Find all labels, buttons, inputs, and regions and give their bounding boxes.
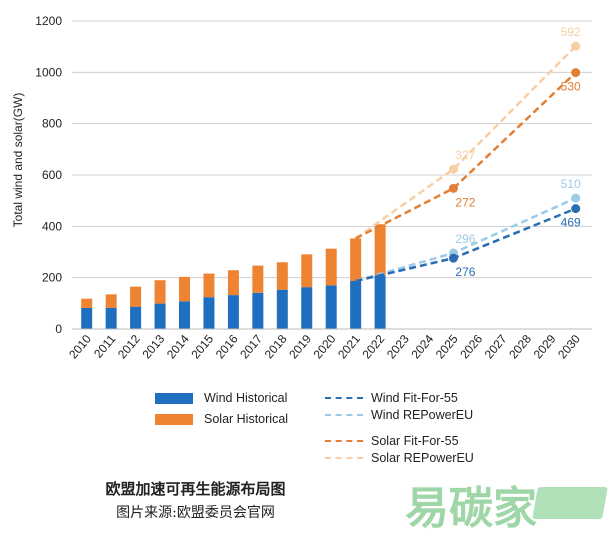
legend-solar-repower: Solar REPowerEU xyxy=(325,451,474,465)
legend-label: Wind REPowerEU xyxy=(371,408,474,422)
x-tick-label: 2010 xyxy=(66,332,94,362)
y-axis-label: Total wind and solar(GW) xyxy=(11,93,25,228)
bar-solar xyxy=(252,265,264,293)
x-tick-label: 2014 xyxy=(164,332,192,362)
projection-point xyxy=(571,41,581,51)
x-tick-label: 2029 xyxy=(531,332,559,362)
chart-caption-title: 欧盟加速可再生能源布局图 xyxy=(105,480,286,498)
data-label: 510 xyxy=(561,177,581,191)
bar-solar xyxy=(350,238,362,282)
legend-label: Solar Fit-For-55 xyxy=(371,434,459,448)
legend-label: Solar Historical xyxy=(204,412,289,426)
bar-solar xyxy=(81,298,93,308)
x-tick-label: 2011 xyxy=(91,332,119,361)
bar-wind xyxy=(350,281,362,329)
x-tick-label: 2019 xyxy=(286,332,314,362)
y-tick-label: 0 xyxy=(55,322,62,336)
y-tick-label: 1000 xyxy=(35,65,62,79)
bar-solar xyxy=(227,270,239,296)
bar-wind xyxy=(179,301,190,329)
x-tick-label: 2020 xyxy=(311,332,339,362)
projection-point xyxy=(448,164,458,174)
chart-caption-source: 图片来源:欧盟委员会官网 xyxy=(116,505,275,521)
bar-solar xyxy=(203,273,215,298)
data-label: 592 xyxy=(561,25,581,39)
data-label: 296 xyxy=(455,232,475,246)
projection-point xyxy=(571,193,581,203)
x-tick-label: 2023 xyxy=(384,332,412,362)
watermark-logo: 易碳家 xyxy=(405,483,537,534)
legend-wind-ff55: Wind Fit-For-55 xyxy=(325,391,458,405)
bar-wind xyxy=(81,307,93,329)
bar-solar xyxy=(179,276,190,302)
bar-solar xyxy=(130,286,142,307)
x-tick-label: 2013 xyxy=(139,332,167,362)
projection-line xyxy=(355,71,577,240)
projection-point xyxy=(571,204,581,214)
x-tick-label: 2015 xyxy=(188,332,216,362)
data-label: 276 xyxy=(455,265,475,279)
legend-label: Wind Fit-For-55 xyxy=(371,391,458,405)
data-label: 272 xyxy=(455,195,475,209)
bar-solar xyxy=(301,254,313,288)
x-tick-label: 2030 xyxy=(555,332,583,362)
x-tick-label: 2018 xyxy=(262,332,290,362)
bar-wind xyxy=(252,292,264,329)
x-tick-label: 2026 xyxy=(457,332,485,362)
bar-solar xyxy=(276,262,288,290)
y-tick-label: 200 xyxy=(42,271,62,285)
x-tick-label: 2024 xyxy=(408,332,436,362)
legend-solar-ff55: Solar Fit-For-55 xyxy=(325,434,459,448)
bar-solar xyxy=(105,294,117,308)
x-tick-label: 2028 xyxy=(506,332,534,362)
bar-wind xyxy=(325,285,337,329)
bar-wind xyxy=(203,297,215,329)
legend-label: Wind Historical xyxy=(204,391,288,405)
bar-wind xyxy=(130,306,142,329)
data-label: 530 xyxy=(561,80,581,94)
bar-wind xyxy=(227,295,239,329)
projection-point xyxy=(448,253,458,263)
x-tick-label: 2027 xyxy=(482,332,510,362)
x-tick-label: 2012 xyxy=(115,332,143,362)
x-tick-label: 2021 xyxy=(335,332,363,362)
x-tick-label: 2022 xyxy=(360,332,388,362)
x-tick-label: 2025 xyxy=(433,332,461,362)
projection-point xyxy=(571,68,581,78)
legend-label: Solar REPowerEU xyxy=(371,451,474,465)
y-tick-label: 800 xyxy=(42,117,62,131)
bar-wind xyxy=(276,289,288,329)
watermark-badge xyxy=(532,487,608,519)
bar-wind xyxy=(374,275,386,329)
legend-wind-historical: Wind Historical xyxy=(155,391,287,405)
y-tick-label: 1200 xyxy=(35,14,62,28)
data-label: 327 xyxy=(455,148,475,162)
y-tick-label: 400 xyxy=(42,219,62,233)
projection-line xyxy=(354,45,577,240)
legend-wind-repower: Wind REPowerEU xyxy=(325,408,473,422)
x-tick-label: 2016 xyxy=(213,332,241,362)
bar-wind xyxy=(154,303,166,329)
x-tick-label: 2017 xyxy=(237,332,265,362)
bar-wind xyxy=(301,287,313,329)
bar-solar xyxy=(154,280,166,304)
projection-point xyxy=(448,183,458,193)
bar-solar xyxy=(374,224,386,276)
bar-wind xyxy=(105,307,117,329)
legend-solar-historical: Solar Historical xyxy=(155,412,288,426)
bar-solar xyxy=(325,248,337,286)
y-tick-label: 600 xyxy=(42,168,62,182)
data-label: 469 xyxy=(561,216,581,230)
